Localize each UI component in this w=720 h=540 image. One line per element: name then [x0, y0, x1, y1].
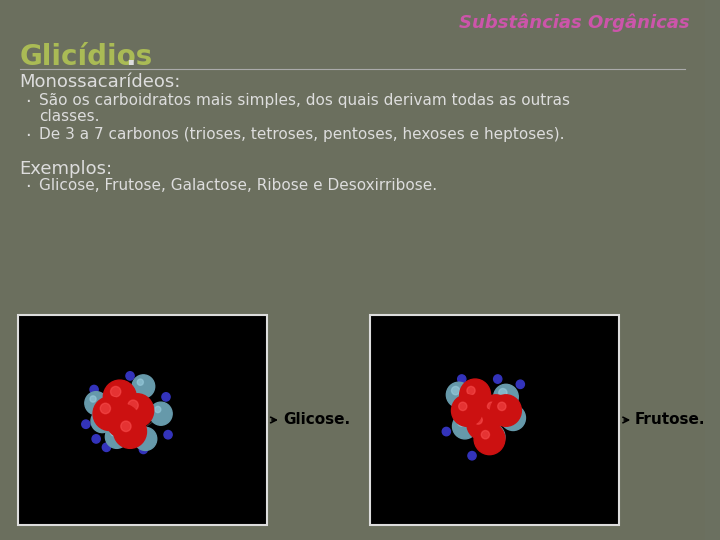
- FancyBboxPatch shape: [17, 315, 267, 525]
- Circle shape: [474, 416, 482, 424]
- Circle shape: [480, 395, 511, 426]
- Circle shape: [121, 421, 131, 431]
- Circle shape: [446, 382, 471, 407]
- Circle shape: [487, 402, 495, 410]
- Circle shape: [90, 386, 98, 394]
- Circle shape: [114, 415, 146, 448]
- Circle shape: [128, 400, 138, 410]
- Circle shape: [132, 375, 155, 398]
- Text: De 3 a 7 carbonos (trioses, tetroses, pentoses, hexoses e heptoses).: De 3 a 7 carbonos (trioses, tetroses, pe…: [39, 127, 564, 142]
- Circle shape: [452, 414, 477, 439]
- Circle shape: [134, 427, 157, 450]
- Circle shape: [481, 430, 490, 439]
- Circle shape: [102, 443, 111, 451]
- Circle shape: [150, 402, 172, 426]
- Circle shape: [126, 372, 134, 380]
- Text: ·: ·: [25, 178, 31, 196]
- Text: classes.: classes.: [39, 109, 99, 124]
- Text: ·: ·: [25, 127, 31, 145]
- Circle shape: [499, 388, 507, 397]
- Text: ·: ·: [25, 93, 31, 111]
- Text: São os carboidratos mais simples, dos quais derivam todas as outras: São os carboidratos mais simples, dos qu…: [39, 93, 570, 108]
- Circle shape: [459, 402, 467, 410]
- Text: .: .: [125, 43, 136, 71]
- Circle shape: [467, 408, 498, 440]
- Circle shape: [494, 441, 502, 449]
- FancyBboxPatch shape: [370, 315, 619, 525]
- Text: Glicose, Frutose, Galactose, Ribose e Desoxirribose.: Glicose, Frutose, Galactose, Ribose e De…: [39, 178, 437, 193]
- Circle shape: [100, 403, 111, 414]
- Circle shape: [451, 387, 459, 395]
- Circle shape: [458, 418, 466, 426]
- Circle shape: [107, 404, 139, 438]
- Circle shape: [480, 424, 505, 449]
- Circle shape: [111, 387, 121, 397]
- Circle shape: [498, 402, 506, 410]
- Circle shape: [85, 392, 107, 415]
- Text: Frutose.: Frutose.: [635, 413, 706, 428]
- Circle shape: [105, 426, 128, 448]
- Text: Substâncias Orgânicas: Substâncias Orgânicas: [459, 13, 690, 31]
- Circle shape: [162, 393, 170, 401]
- Circle shape: [516, 380, 524, 388]
- Circle shape: [139, 445, 148, 454]
- Circle shape: [91, 409, 114, 433]
- Circle shape: [442, 427, 451, 436]
- Circle shape: [139, 431, 145, 438]
- Circle shape: [459, 379, 490, 410]
- Circle shape: [485, 428, 494, 437]
- Circle shape: [90, 396, 96, 402]
- Circle shape: [467, 387, 475, 395]
- Circle shape: [474, 423, 505, 455]
- Circle shape: [138, 379, 143, 386]
- Circle shape: [104, 380, 136, 414]
- Circle shape: [92, 435, 100, 443]
- Circle shape: [501, 406, 526, 430]
- Circle shape: [93, 397, 126, 430]
- Circle shape: [494, 384, 518, 409]
- Circle shape: [516, 417, 524, 426]
- Circle shape: [114, 410, 124, 421]
- Text: Glicídios: Glicídios: [19, 43, 153, 71]
- Circle shape: [96, 414, 102, 420]
- Circle shape: [506, 409, 514, 418]
- Circle shape: [494, 375, 502, 383]
- Circle shape: [164, 430, 172, 439]
- Circle shape: [111, 429, 117, 436]
- Circle shape: [82, 420, 90, 428]
- Text: Exemplos:: Exemplos:: [19, 160, 113, 178]
- Text: Glicose.: Glicose.: [283, 413, 350, 428]
- Circle shape: [155, 406, 161, 413]
- Circle shape: [458, 375, 466, 383]
- Text: Monossacarídeos:: Monossacarídeos:: [19, 73, 181, 91]
- Circle shape: [121, 394, 153, 427]
- Circle shape: [468, 451, 476, 460]
- Circle shape: [451, 395, 482, 426]
- Circle shape: [490, 395, 521, 426]
